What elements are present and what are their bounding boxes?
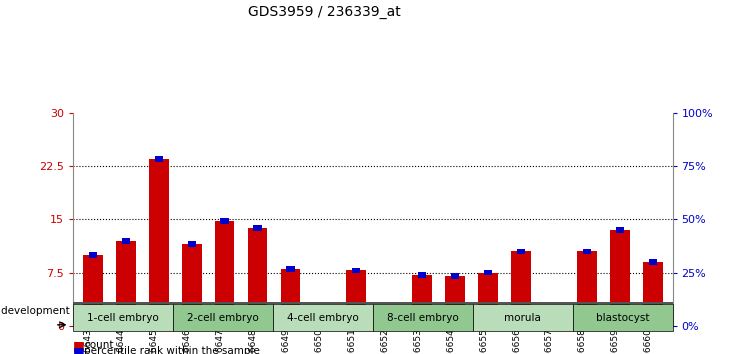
Bar (149, 159, 169, 326)
Text: GDS3959 / 236339_at: GDS3959 / 236339_at (249, 5, 401, 19)
Bar (379, 322, 399, 326)
Text: 2-cell embryo: 2-cell embryo (187, 313, 259, 323)
Bar (610, 230, 629, 326)
Bar (116, 241, 136, 326)
Bar (648, 259, 657, 265)
Bar (281, 269, 300, 326)
Bar (577, 251, 596, 326)
Bar (121, 238, 130, 244)
Bar (319, 307, 327, 313)
Bar (583, 249, 591, 254)
Bar (88, 252, 97, 258)
Text: 1-cell embryo: 1-cell embryo (87, 313, 159, 323)
Bar (484, 270, 492, 275)
Bar (248, 228, 268, 326)
Bar (314, 310, 333, 326)
Bar (643, 262, 662, 326)
Text: ■: ■ (73, 345, 85, 354)
Bar (544, 317, 564, 326)
Bar (182, 244, 202, 326)
Bar (221, 218, 229, 224)
Bar (385, 319, 393, 325)
Text: percentile rank within the sample: percentile rank within the sample (84, 346, 260, 354)
Bar (550, 314, 558, 320)
Text: 8-cell embryo: 8-cell embryo (387, 313, 458, 323)
Bar (346, 270, 366, 326)
Text: count: count (84, 340, 113, 350)
Text: development stage: development stage (1, 306, 102, 316)
Bar (188, 241, 196, 247)
Bar (412, 275, 432, 326)
Text: morula: morula (504, 313, 541, 323)
Text: 4-cell embryo: 4-cell embryo (287, 313, 359, 323)
Bar (352, 268, 360, 273)
Bar (445, 276, 465, 326)
Text: ■: ■ (73, 339, 85, 352)
Bar (451, 273, 459, 279)
Bar (254, 225, 262, 231)
Text: blastocyst: blastocyst (596, 313, 649, 323)
Bar (616, 227, 624, 233)
Bar (478, 273, 498, 326)
Bar (83, 255, 103, 326)
Bar (215, 221, 235, 326)
Bar (511, 251, 531, 326)
Bar (155, 156, 163, 162)
Bar (517, 249, 525, 254)
Bar (287, 266, 295, 272)
Bar (418, 272, 426, 278)
